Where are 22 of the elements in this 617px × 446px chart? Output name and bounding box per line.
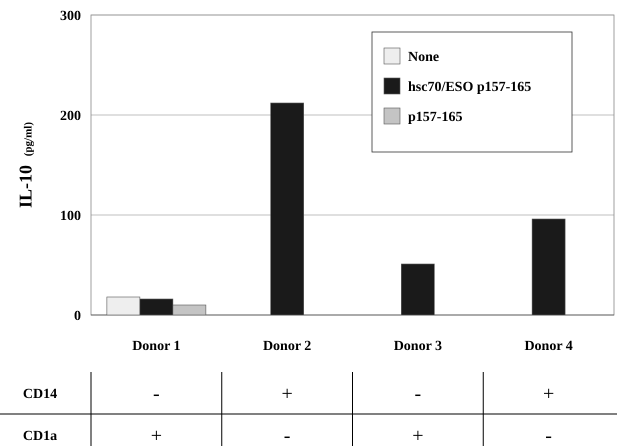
- y-tick-label: 300: [60, 8, 81, 24]
- text: +: [281, 383, 293, 405]
- text: -: [284, 425, 290, 446]
- y-axis-title: IL-10 (pg/ml): [16, 122, 36, 208]
- text: CD1a: [22, 428, 58, 444]
- text: +: [150, 425, 162, 446]
- text: +: [412, 425, 424, 446]
- x-tick-label: Donor 1: [132, 338, 181, 354]
- legend-label: None: [408, 50, 440, 65]
- legend-label: hsc70/ESO p157-165: [408, 80, 532, 95]
- x-tick-label: Donor 2: [262, 338, 312, 354]
- text: CD14: [22, 386, 58, 402]
- legend-label: p157-165: [408, 110, 462, 125]
- y-tick-label: 200: [60, 108, 81, 124]
- y-tick-label: 0: [74, 308, 81, 324]
- text: -: [414, 383, 422, 405]
- text: -: [545, 425, 552, 446]
- x-tick-label: Donor 4: [524, 338, 573, 354]
- text: +: [542, 383, 554, 405]
- y-tick-label: 100: [60, 208, 81, 224]
- text: -: [153, 383, 160, 405]
- x-tick-label: Donor 3: [394, 338, 442, 354]
